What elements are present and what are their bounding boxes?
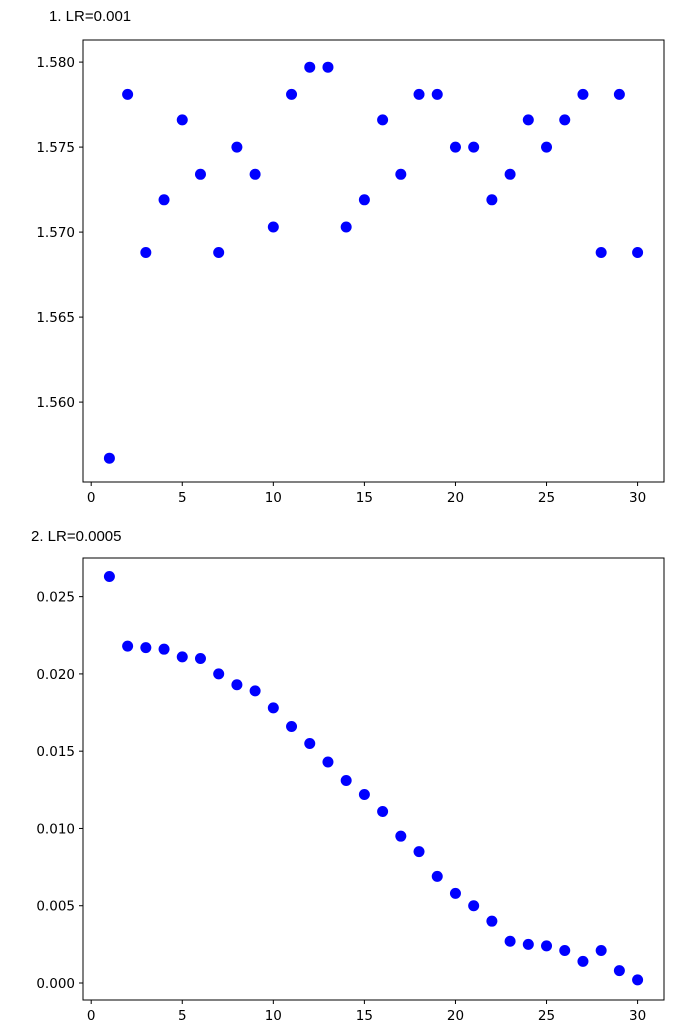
data-point bbox=[249, 685, 261, 697]
data-point bbox=[194, 168, 206, 180]
data-point bbox=[122, 640, 134, 652]
x-tick-label: 25 bbox=[538, 490, 555, 506]
data-point bbox=[158, 643, 170, 655]
data-point bbox=[449, 141, 461, 153]
data-point bbox=[249, 168, 261, 180]
chart-1-caption: 1. LR=0.001 bbox=[49, 8, 132, 25]
data-point bbox=[377, 114, 389, 126]
data-point bbox=[304, 737, 316, 749]
data-point bbox=[486, 194, 498, 206]
x-tick-label: 30 bbox=[629, 490, 646, 506]
data-point bbox=[231, 141, 243, 153]
data-point bbox=[122, 88, 134, 100]
data-point bbox=[103, 571, 115, 583]
x-tick-label: 15 bbox=[356, 490, 373, 506]
data-point bbox=[541, 940, 553, 952]
y-tick-label: 0.005 bbox=[36, 899, 75, 915]
data-point bbox=[395, 168, 407, 180]
y-tick-label: 1.580 bbox=[36, 55, 75, 71]
plot-frame bbox=[82, 557, 665, 1001]
data-point bbox=[267, 221, 279, 233]
data-point bbox=[413, 846, 425, 858]
data-point bbox=[413, 88, 425, 100]
data-point bbox=[140, 247, 152, 258]
x-tick-label: 0 bbox=[87, 1008, 96, 1023]
data-point bbox=[304, 61, 316, 73]
y-tick-label: 0.015 bbox=[36, 744, 75, 760]
data-point bbox=[486, 915, 498, 927]
x-tick-label: 15 bbox=[356, 1008, 373, 1023]
data-point bbox=[522, 938, 534, 950]
y-tick-label: 0.020 bbox=[36, 667, 75, 683]
data-point bbox=[213, 668, 225, 680]
chart-2: 0 5 10 15 20 25 30 0.000 0.005 0.010 0.015 0.020 0.0… bbox=[36, 557, 665, 1023]
chart-1: 0 5 10 15 20 25 30 1.560 1.565 1.570 1.575 1.580 bbox=[36, 39, 665, 506]
y-tick-label: 0.000 bbox=[36, 976, 75, 992]
data-point bbox=[468, 141, 480, 153]
data-point bbox=[176, 651, 188, 663]
y-tick-label: 0.025 bbox=[36, 590, 75, 606]
data-point bbox=[595, 945, 607, 957]
x-tick-label: 20 bbox=[447, 1008, 464, 1023]
data-point bbox=[632, 247, 644, 258]
data-point bbox=[541, 141, 553, 153]
y-tick-label: 0.010 bbox=[36, 821, 75, 837]
data-point bbox=[158, 194, 170, 206]
data-point bbox=[504, 935, 516, 947]
data-point bbox=[322, 756, 334, 768]
data-point bbox=[559, 114, 571, 126]
chart-2-caption: 2. LR=0.0005 bbox=[31, 528, 122, 545]
data-point bbox=[632, 974, 644, 986]
x-tick-label: 10 bbox=[265, 490, 282, 506]
y-tick-label: 1.565 bbox=[36, 310, 75, 326]
data-point bbox=[322, 61, 334, 73]
data-point bbox=[468, 900, 480, 912]
plot-frame bbox=[82, 39, 665, 483]
data-point bbox=[577, 88, 589, 100]
data-point bbox=[559, 945, 571, 957]
x-tick-label: 0 bbox=[87, 490, 96, 506]
x-tick-label: 5 bbox=[178, 490, 187, 506]
data-point bbox=[358, 788, 370, 800]
x-tick-label: 5 bbox=[178, 1008, 187, 1023]
data-point bbox=[377, 805, 389, 817]
data-point bbox=[231, 679, 243, 691]
y-tick-label: 1.570 bbox=[36, 225, 75, 241]
x-tick-label: 30 bbox=[629, 1008, 646, 1023]
data-point bbox=[267, 702, 279, 714]
x-tick-label: 20 bbox=[447, 490, 464, 506]
data-point bbox=[613, 88, 625, 100]
data-point bbox=[358, 194, 370, 206]
data-point bbox=[286, 88, 298, 100]
data-point bbox=[213, 247, 225, 258]
data-point bbox=[286, 720, 298, 732]
data-point bbox=[613, 965, 625, 977]
y-tick-label: 1.575 bbox=[36, 140, 75, 156]
data-point bbox=[140, 642, 152, 654]
x-tick-label: 10 bbox=[265, 1008, 282, 1023]
data-point bbox=[449, 887, 461, 899]
data-point bbox=[176, 114, 188, 126]
data-point bbox=[194, 652, 206, 664]
data-point bbox=[103, 452, 115, 464]
data-point bbox=[522, 114, 534, 126]
data-point bbox=[577, 955, 589, 967]
x-tick-label: 25 bbox=[538, 1008, 555, 1023]
data-point bbox=[504, 168, 516, 180]
data-point bbox=[431, 870, 443, 882]
data-point bbox=[395, 830, 407, 842]
data-point bbox=[340, 775, 352, 787]
data-point bbox=[431, 88, 443, 100]
data-point bbox=[340, 221, 352, 233]
y-tick-label: 1.560 bbox=[36, 395, 75, 411]
data-point bbox=[595, 247, 607, 258]
